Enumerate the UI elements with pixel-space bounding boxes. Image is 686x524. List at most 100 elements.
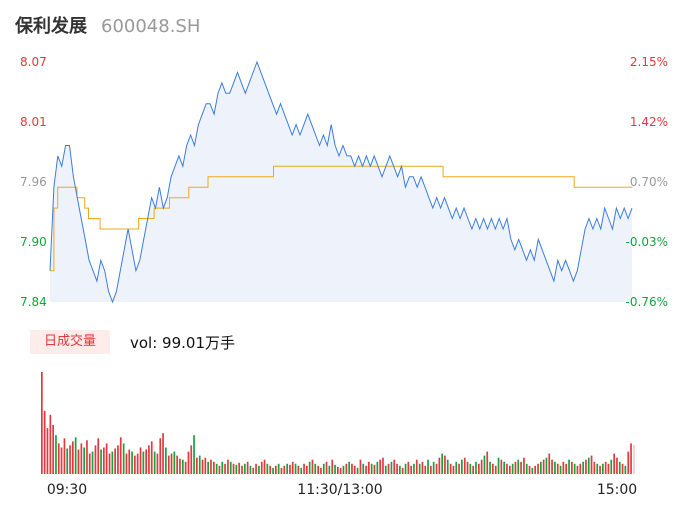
volume-bar: [480, 459, 483, 474]
volume-tab[interactable]: 日成交量: [30, 330, 110, 354]
volume-bar: [221, 461, 224, 474]
volume-bar: [517, 459, 520, 474]
volume-bar: [156, 453, 159, 474]
volume-bar: [382, 457, 384, 474]
volume-bar: [167, 455, 170, 474]
volume-bar: [483, 455, 486, 474]
volume-bar: [593, 461, 596, 474]
volume-bar: [170, 453, 173, 474]
volume-bar: [63, 438, 66, 474]
volume-bar: [576, 465, 579, 474]
volume-bar: [540, 461, 542, 474]
volume-bar: [486, 451, 489, 474]
volume-bar: [210, 459, 212, 474]
volume-bar: [427, 459, 429, 474]
volume-bar: [525, 463, 528, 474]
volume-bar: [368, 461, 370, 474]
volume-bar: [610, 459, 613, 474]
volume-bar: [57, 443, 60, 474]
price-tick-label: 7.84: [20, 295, 47, 309]
volume-bar: [187, 451, 190, 474]
volume-bar: [74, 437, 77, 474]
stock-name: 保利发展: [15, 16, 87, 37]
volume-bar: [413, 463, 415, 474]
volume-bar: [393, 459, 396, 474]
volume-bar: [52, 425, 54, 474]
volume-bar: [165, 447, 167, 474]
volume-bar: [399, 465, 401, 474]
volume-bar: [542, 459, 545, 474]
volume-bar: [452, 465, 455, 474]
volume-bar: [148, 445, 150, 474]
volume-bar: [559, 465, 562, 474]
percent-tick-label: 1.42%: [630, 115, 668, 129]
volume-bar: [469, 463, 472, 474]
stock-header: 保利发展 600048.SH: [15, 12, 200, 42]
volume-bar: [97, 438, 100, 474]
volume-bar: [179, 458, 181, 474]
volume-bar: [596, 463, 599, 474]
volume-bar: [198, 455, 201, 474]
volume-bar: [249, 465, 252, 474]
volume-bar: [238, 462, 240, 474]
volume-bar: [269, 465, 271, 474]
volume-bar: [303, 463, 305, 474]
price-area-fill: [50, 62, 632, 302]
volume-bar: [83, 447, 85, 474]
volume-bar: [537, 463, 539, 474]
volume-bar: [545, 457, 548, 474]
volume-bar: [86, 440, 88, 474]
volume-bar: [441, 453, 443, 474]
volume-bar: [337, 466, 339, 474]
volume-bar: [114, 448, 116, 474]
volume-bar: [136, 453, 139, 474]
volume-bar: [215, 463, 218, 474]
volume-bar: [159, 438, 162, 474]
volume-bar: [556, 463, 559, 474]
volume-bar: [489, 461, 491, 474]
price-tick-label: 8.01: [20, 115, 47, 129]
volume-bar: [176, 455, 178, 474]
volume-bar: [455, 461, 458, 474]
volume-bar: [342, 465, 345, 474]
volume-bar: [246, 461, 249, 474]
volume-bar: [534, 465, 536, 474]
volume-bar: [275, 465, 277, 474]
volume-bar: [60, 447, 63, 474]
volume-bar: [430, 465, 432, 474]
time-tick-label: 09:30: [47, 482, 87, 498]
volume-bar: [475, 461, 477, 474]
time-axis-labels: 09:30 11:30/13:00 15:00: [47, 482, 637, 498]
price-line: [49, 60, 633, 304]
volume-bar: [204, 457, 207, 474]
volume-bar: [139, 447, 142, 474]
volume-bar: [356, 467, 359, 474]
volume-bar: [142, 451, 145, 474]
volume-bar: [396, 463, 398, 474]
volume-bar: [145, 449, 147, 474]
volume-bar: [103, 447, 105, 474]
volume-bar: [260, 461, 263, 474]
price-axis-labels: 8.07 8.01 7.96 7.90 7.84: [20, 55, 47, 309]
volume-bar: [604, 461, 607, 474]
volume-bar: [72, 441, 74, 474]
volume-bar: [80, 443, 83, 474]
volume-bar: [554, 461, 556, 474]
volume-bar: [229, 461, 232, 474]
volume-bar: [77, 449, 80, 474]
volume-bar: [520, 461, 522, 474]
volume-bar: [573, 463, 576, 474]
volume-bar: [602, 463, 604, 474]
volume-bar: [624, 465, 627, 474]
volume-bar: [466, 461, 469, 474]
volume-bar: [616, 457, 618, 474]
volume-bar: [339, 467, 342, 474]
volume-bar: [193, 435, 195, 474]
volume-bar: [153, 451, 156, 474]
percent-tick-label: 2.15%: [630, 55, 668, 69]
volume-bar: [308, 461, 311, 474]
price-tick-label: 7.90: [20, 235, 47, 249]
volume-bar: [184, 461, 187, 474]
volume-bar: [523, 457, 525, 474]
volume-bar: [266, 463, 269, 474]
